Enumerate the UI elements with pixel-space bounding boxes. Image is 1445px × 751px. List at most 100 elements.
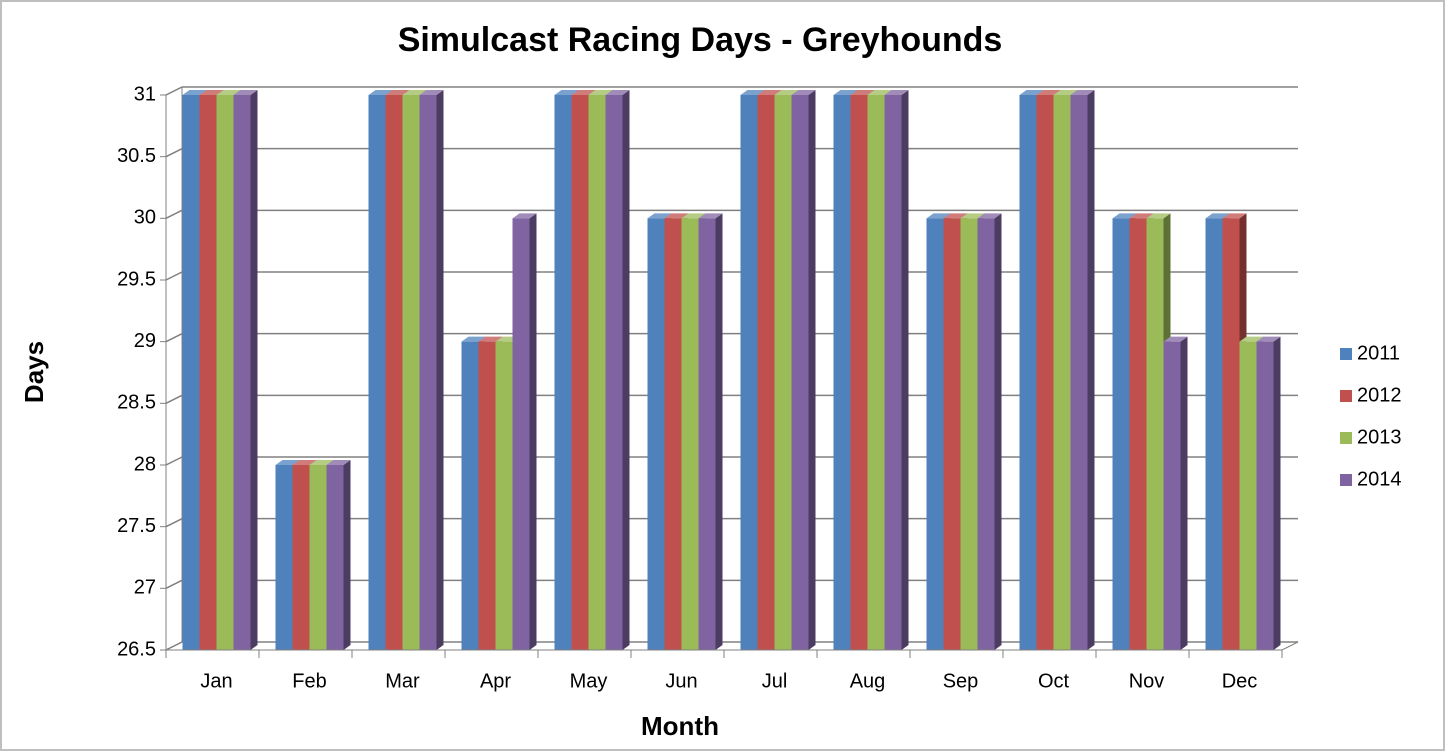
bar <box>791 90 816 650</box>
bar-face <box>1129 213 1154 219</box>
bar-face <box>867 90 892 95</box>
bar-face <box>867 95 885 650</box>
bar-face <box>495 341 513 650</box>
bar-face <box>833 90 858 95</box>
bar-face <box>960 213 985 219</box>
grid-line-side <box>165 456 183 466</box>
legend-swatch <box>1340 474 1352 486</box>
x-tick-label: Aug <box>850 670 886 692</box>
bar-face <box>698 213 723 219</box>
bar-face <box>199 95 217 650</box>
bar-face <box>419 90 444 95</box>
bar <box>698 213 723 651</box>
y-tick-label: 27 <box>134 577 156 599</box>
bar <box>1163 336 1188 650</box>
bar-face <box>926 213 951 219</box>
bar-face <box>478 341 496 650</box>
x-tick-label: Jul <box>762 670 788 692</box>
bar-face <box>1053 90 1078 95</box>
y-tick-label: 28 <box>134 453 156 475</box>
bar <box>233 90 258 650</box>
bar-face <box>994 213 1002 651</box>
bar <box>512 213 537 651</box>
bar-face <box>199 90 224 95</box>
bar-face <box>647 213 672 219</box>
bar-face <box>1019 95 1037 650</box>
bar-face <box>402 90 427 95</box>
legend-label: 2011 <box>1357 342 1400 364</box>
x-tick-label: Sep <box>943 670 979 692</box>
grid-line-side <box>165 271 183 281</box>
bar-face <box>1256 341 1274 650</box>
x-tick-label: May <box>570 670 608 692</box>
bar-face <box>571 95 589 650</box>
bar-face <box>1205 213 1230 219</box>
bar-face <box>884 95 902 650</box>
bar-face <box>1180 336 1188 650</box>
bar-face <box>385 95 403 650</box>
bar-face <box>1036 90 1061 95</box>
bar-face <box>292 465 310 650</box>
y-axis-label: Days <box>19 341 49 403</box>
bar-face <box>1239 336 1264 342</box>
bar <box>326 460 351 650</box>
bar-face <box>571 90 596 95</box>
bar-face <box>309 465 327 650</box>
bar-face <box>901 90 909 650</box>
bar-face <box>1205 218 1223 651</box>
grid-line-side <box>165 579 183 590</box>
bar <box>605 90 630 650</box>
bar-face <box>808 90 816 650</box>
bar-face <box>326 465 344 650</box>
bar-face <box>791 90 816 95</box>
bar-face <box>1112 218 1130 651</box>
back-wall <box>165 86 183 651</box>
bar-face <box>554 95 572 650</box>
bar-face <box>757 90 782 95</box>
x-axis-label: Month <box>641 711 719 741</box>
legend-swatch <box>1340 390 1352 402</box>
grid-line-side <box>165 394 183 405</box>
grid-line-side <box>165 209 183 220</box>
bar <box>1256 336 1281 650</box>
bar-face <box>664 218 682 651</box>
bar-face <box>512 218 530 651</box>
bar-face <box>1222 218 1240 651</box>
bar-face <box>664 213 689 219</box>
grid-line-side <box>165 641 183 651</box>
x-tick-label: Jun <box>665 670 697 692</box>
bar-face <box>554 90 579 95</box>
grid-line-side <box>165 332 183 343</box>
bar-face <box>1112 213 1137 219</box>
bar-face <box>436 90 444 650</box>
grid-line-side <box>165 517 183 528</box>
bar-face <box>419 95 437 650</box>
bar-face <box>884 90 909 95</box>
bar-face <box>681 213 706 219</box>
bar-face <box>292 460 317 465</box>
bar-face <box>1273 336 1281 650</box>
bar-face <box>850 95 868 650</box>
legend-label: 2014 <box>1357 468 1402 490</box>
legend-label: 2013 <box>1357 426 1402 448</box>
bar-face <box>309 460 334 465</box>
grid-line-side <box>165 86 183 96</box>
bar-face <box>216 90 241 95</box>
bar-face <box>1163 336 1188 342</box>
bar-face <box>977 213 1002 219</box>
bar-face <box>960 218 978 651</box>
bar-face <box>1146 213 1171 219</box>
bar-face <box>461 341 479 650</box>
bar-face <box>461 336 486 342</box>
bar-face <box>977 218 995 651</box>
y-tick-label: 31 <box>134 83 156 105</box>
bar-face <box>1070 90 1095 95</box>
bar-face <box>740 90 765 95</box>
y-tick-label: 30.5 <box>117 145 156 167</box>
y-tick-label: 30 <box>134 207 156 229</box>
x-tick-label: Dec <box>1222 670 1258 692</box>
bar-face <box>512 213 537 219</box>
legend-label: 2012 <box>1357 384 1402 406</box>
bar-face <box>757 95 775 650</box>
bar-face <box>1053 95 1071 650</box>
